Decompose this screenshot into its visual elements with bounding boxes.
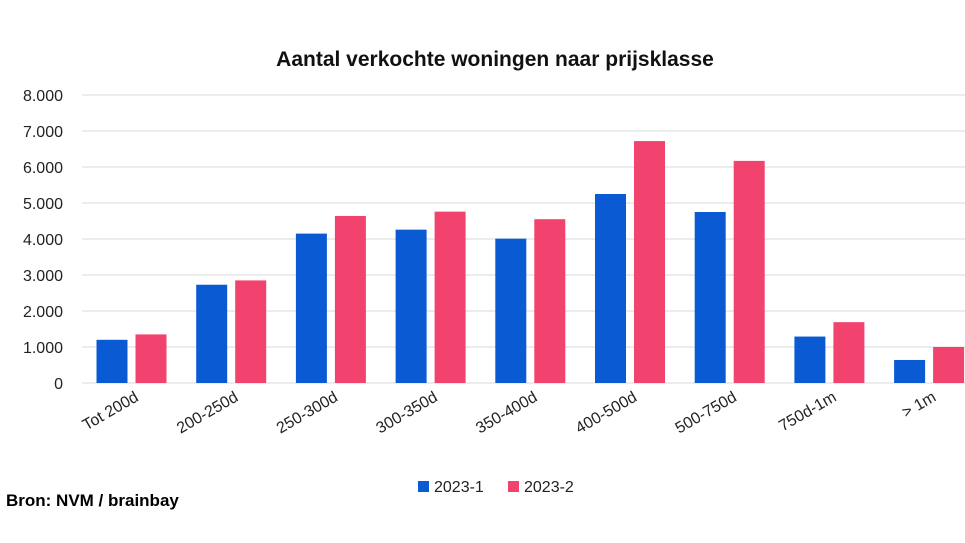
bar-2023-2-5 [634, 141, 665, 383]
bar-2023-2-8 [933, 347, 965, 383]
y-tick-label: 5.000 [23, 196, 63, 213]
legend-swatch-2023-2 [508, 481, 519, 492]
bar-2023-2-1 [235, 280, 267, 383]
source-label: Bron: NVM / brainbay [6, 491, 179, 510]
y-tick-label: 1.000 [23, 340, 63, 357]
bar-2023-1-2 [295, 233, 327, 383]
bar-2023-2-2 [334, 215, 366, 383]
y-tick-label: 0 [54, 376, 63, 393]
bars [96, 141, 965, 383]
y-tick-label: 6.000 [23, 160, 63, 177]
legend: 2023-1 2023-2 [418, 479, 574, 496]
y-axis-ticks: 0 1.000 2.000 3.000 4.000 5.000 6.000 7.000 8.00… [23, 88, 63, 393]
bar-2023-1-1 [196, 284, 228, 383]
bar-2023-2-4 [534, 219, 566, 383]
y-tick-label: 2.000 [23, 304, 63, 321]
bar-2023-2-7 [833, 322, 865, 383]
legend-swatch-2023-1 [418, 481, 429, 492]
chart-title: Aantal verkochte woningen naar prijsklas… [276, 48, 714, 71]
bar-2023-1-5 [595, 194, 626, 383]
y-tick-label: 8.000 [23, 88, 63, 105]
y-tick-label: 7.000 [23, 124, 63, 141]
legend-label-2023-1: 2023-1 [434, 479, 484, 496]
y-tick-label: 3.000 [23, 268, 63, 285]
bar-2023-2-3 [434, 211, 466, 383]
legend-label-2023-2: 2023-2 [524, 479, 574, 496]
y-tick-label: 4.000 [23, 232, 63, 249]
bar-2023-1-0 [96, 339, 128, 383]
bar-2023-2-0 [135, 334, 167, 383]
bar-2023-1-4 [495, 238, 527, 383]
bar-2023-1-8 [894, 359, 926, 383]
bar-2023-1-6 [694, 212, 726, 383]
bar-2023-1-3 [395, 229, 427, 383]
bar-2023-2-6 [733, 160, 765, 383]
bar-2023-1-7 [794, 336, 826, 383]
